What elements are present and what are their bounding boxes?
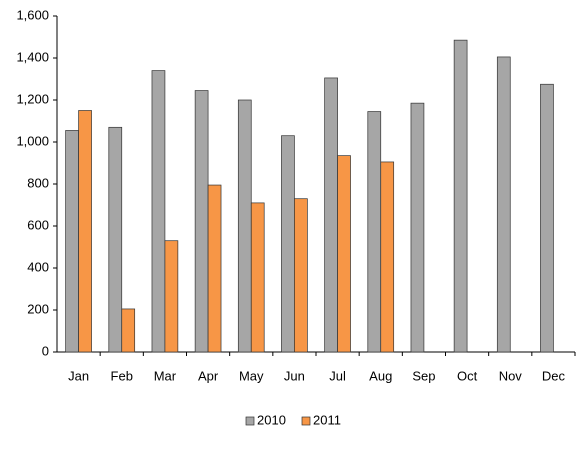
legend-label: 2011 — [313, 412, 341, 427]
bar — [78, 110, 92, 353]
legend-swatch — [245, 416, 255, 426]
x-tick-label: Jun — [284, 368, 305, 383]
bar — [281, 135, 295, 353]
x-tick-label: Jul — [329, 368, 346, 383]
legend-label: 2010 — [257, 412, 286, 427]
bar — [250, 202, 265, 353]
x-tick-label: Jan — [68, 368, 89, 383]
bar — [294, 198, 308, 353]
y-tick-label: 800 — [27, 175, 49, 190]
bar — [337, 155, 351, 353]
bar — [380, 161, 395, 353]
y-tick-label: 200 — [27, 301, 49, 316]
x-tick-label: Sep — [412, 368, 435, 383]
bar — [108, 126, 123, 353]
legend-swatch — [301, 416, 311, 426]
bar — [65, 130, 79, 353]
y-tick-label: 1,200 — [16, 91, 49, 106]
y-tick-label: 0 — [42, 343, 49, 358]
x-tick-label: Aug — [369, 368, 392, 383]
bar — [121, 308, 136, 353]
bar — [410, 102, 425, 353]
y-tick-label: 1,600 — [16, 7, 49, 22]
x-tick-label: Apr — [198, 368, 219, 383]
x-tick-label: Mar — [154, 368, 177, 383]
y-tick-label: 400 — [27, 259, 49, 274]
bar — [540, 83, 554, 353]
bar — [207, 184, 222, 353]
x-tick-label: Dec — [542, 368, 566, 383]
y-tick-label: 1,000 — [16, 133, 49, 148]
bar — [324, 77, 338, 353]
bar — [164, 240, 179, 353]
x-tick-label: Feb — [111, 368, 133, 383]
bar — [367, 111, 382, 353]
bar — [194, 90, 209, 353]
x-tick-label: Nov — [499, 368, 523, 383]
bar — [151, 70, 166, 353]
bar — [453, 39, 468, 353]
bar — [237, 99, 252, 353]
bar — [496, 56, 511, 353]
y-tick-label: 1,400 — [16, 49, 49, 64]
x-tick-label: May — [239, 368, 264, 383]
y-tick-label: 600 — [27, 217, 49, 232]
x-tick-label: Oct — [457, 368, 478, 383]
